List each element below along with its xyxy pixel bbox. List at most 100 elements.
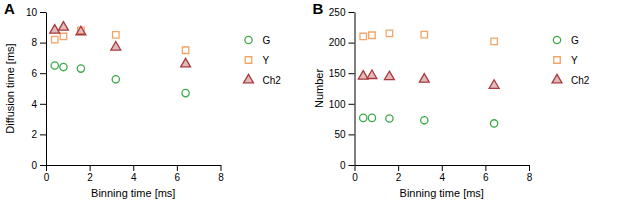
series [51,27,188,53]
legend-label: G [263,35,271,46]
series [360,30,497,44]
point [60,63,67,70]
y-tick-label: 2 [31,129,37,140]
y-tick: 4 [31,99,46,110]
x-tick-mark [177,165,178,171]
point [421,117,428,124]
x-tick-mark [398,165,399,171]
y-tick: 8 [31,37,46,48]
point [51,62,58,69]
series [358,70,499,88]
y-tick-mark [349,43,355,44]
x-tick-label: 8 [527,172,533,183]
plot: 02468050100150200250Binning time [ms]Num… [313,7,590,199]
legend-label: G [571,35,579,46]
y-axis: 0 2 4 6 8 10 [26,7,47,171]
x-axis: 02468 [352,165,533,183]
legend-item: G [553,35,579,46]
legend-label: Ch2 [263,75,282,86]
x-tick-label: 8 [218,172,224,183]
point [182,47,188,53]
x-tick: 8 [527,165,533,183]
y-tick-label: 0 [31,160,37,171]
y-tick-mark [40,104,46,105]
x-axis-title: Binning time [ms] [400,187,484,199]
point [50,25,60,34]
y-tick-mark [349,165,355,166]
x-tick-label: 2 [87,172,93,183]
x-axis: 0 2 4 6 8 [44,165,225,183]
legend-item: Y [245,55,269,66]
y-tick: 50 [334,129,354,140]
point [386,30,392,36]
legend: GY Ch2 [244,35,282,86]
x-tick-label: 0 [352,172,358,183]
x-tick: 2 [396,165,402,183]
point [51,36,57,42]
point [419,74,429,83]
plot: 024680246810Binning time [ms]Diffusion t… [4,7,281,199]
point [181,58,191,67]
legend-item: Y [554,55,578,66]
panel-label: B [313,0,324,17]
y-tick-label: 200 [329,37,346,48]
x-tick: 6 [175,165,181,183]
marks [50,22,191,97]
x-tick-mark [133,165,134,171]
x-tick-label: 4 [131,172,137,183]
y-tick-label: 0 [340,160,346,171]
legend-item: Ch2 [552,74,590,86]
legend-symbol [553,36,560,43]
y-tick: 6 [31,68,46,79]
x-tick-mark [442,165,443,171]
legend-symbol [245,57,251,63]
point [113,32,119,38]
series [50,22,191,67]
y-tick-mark [40,43,46,44]
x-tick-mark [221,165,222,171]
y-tick: 150 [329,68,355,79]
y-tick: 2 [31,129,46,140]
x-tick-mark [485,165,486,171]
point [491,38,497,44]
y-tick: 0 [31,160,46,171]
point [77,65,84,72]
point [360,33,366,39]
legend-label: Ch2 [571,75,590,86]
x-tick: 6 [483,165,489,183]
marks [358,30,499,127]
point [384,71,394,80]
point [360,114,367,121]
y-tick: 0 [340,160,355,171]
x-tick-label: 2 [396,172,402,183]
y-tick-mark [349,12,355,13]
point [112,76,119,83]
y-axis-title: Diffusion time [ms] [4,43,16,133]
panel-label: A [4,0,15,17]
point [369,32,375,38]
y-axis-line [355,13,356,166]
point [182,89,189,96]
y-tick-label: 10 [26,7,38,18]
x-tick-label: 6 [175,172,181,183]
x-tick: 4 [131,165,137,183]
point [421,31,427,37]
panel: B02468050100150200250Binning time [ms]Nu… [313,0,590,199]
x-tick: 0 [44,165,50,183]
legend-item: G [245,35,271,46]
point [386,115,393,122]
y-tick-label: 6 [31,68,37,79]
y-axis-line [46,13,47,166]
legend-label: Y [263,55,270,66]
y-tick-label: 250 [329,7,346,18]
y-tick-label: 4 [31,99,37,110]
series [51,62,189,97]
legend-symbol [245,36,252,43]
legend-symbol [554,57,560,63]
x-tick-mark [90,165,91,171]
point [367,70,377,79]
y-tick-mark [40,12,46,13]
legend-item: Ch2 [244,74,282,86]
y-tick-label: 100 [329,99,346,110]
y-tick: 200 [329,37,355,48]
